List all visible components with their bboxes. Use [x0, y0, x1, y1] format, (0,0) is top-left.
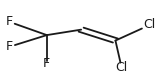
Text: F: F — [43, 57, 50, 70]
Text: Cl: Cl — [116, 61, 128, 74]
Text: F: F — [6, 40, 13, 53]
Text: F: F — [6, 15, 13, 28]
Text: Cl: Cl — [144, 18, 156, 31]
